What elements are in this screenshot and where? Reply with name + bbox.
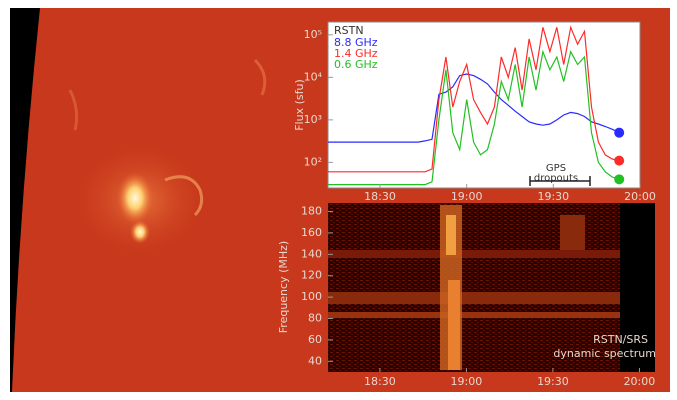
x-tick-label: 20:00 <box>624 375 656 388</box>
y-tick-label: 60 <box>308 333 322 346</box>
x-tick-label: 18:30 <box>364 375 396 388</box>
x-tick-label: 19:30 <box>537 190 569 203</box>
annotation: GPS <box>546 163 566 174</box>
filament <box>68 89 79 131</box>
spectrum-band <box>328 292 620 304</box>
y-tick-label: 100 <box>301 290 322 303</box>
annotation: dynamic spectrum <box>553 347 656 360</box>
y-tick-label: 10³ <box>304 113 322 126</box>
y-axis-label: Frequency (MHz) <box>277 241 290 333</box>
x-tick-label: 20:00 <box>624 190 656 203</box>
end-marker <box>614 155 625 166</box>
y-tick-label: 180 <box>301 205 322 218</box>
spectrum-bg <box>328 203 655 372</box>
x-tick-label: 19:00 <box>451 190 483 203</box>
annotation: RSTN/SRS <box>593 333 648 346</box>
y-tick-label: 10² <box>304 155 322 168</box>
active-region <box>117 172 153 224</box>
y-tick-label: 10⁴ <box>304 70 323 83</box>
spectrum-band <box>328 250 620 258</box>
legend-entry: 1.4 GHz <box>334 47 378 60</box>
series-line <box>328 49 620 186</box>
active-region <box>130 220 150 244</box>
filament <box>253 58 267 96</box>
dropout-bracket <box>529 176 591 186</box>
spectrum-band <box>328 312 620 318</box>
y-tick-label: 120 <box>301 269 322 282</box>
spectrum-gap <box>620 203 655 372</box>
y-tick-label: 140 <box>301 247 322 260</box>
plot-area <box>327 21 641 189</box>
end-marker <box>614 174 625 185</box>
y-tick-label: 80 <box>308 312 322 325</box>
y-axis-label: Flux (sfu) <box>293 79 306 131</box>
x-tick-label: 19:00 <box>451 375 483 388</box>
burst <box>448 280 460 370</box>
plot-lines <box>328 25 620 186</box>
legend-title: RSTN <box>334 24 364 37</box>
y-tick-label: 160 <box>301 226 322 239</box>
x-tick-label: 19:30 <box>537 375 569 388</box>
y-tick-label: 10⁵ <box>304 28 322 41</box>
x-tick-label: 18:30 <box>364 190 396 203</box>
end-marker <box>614 127 625 138</box>
filament <box>164 175 204 217</box>
annotation: dropouts <box>534 173 578 184</box>
legend-entry: 0.6 GHz <box>334 58 378 71</box>
series-line <box>328 25 620 173</box>
burst <box>560 215 585 250</box>
y-tick-label: 40 <box>308 354 322 367</box>
burst <box>446 215 456 255</box>
series-line <box>328 73 620 143</box>
legend-entry: 8.8 GHz <box>334 36 378 49</box>
spectrogram-image <box>328 203 655 372</box>
